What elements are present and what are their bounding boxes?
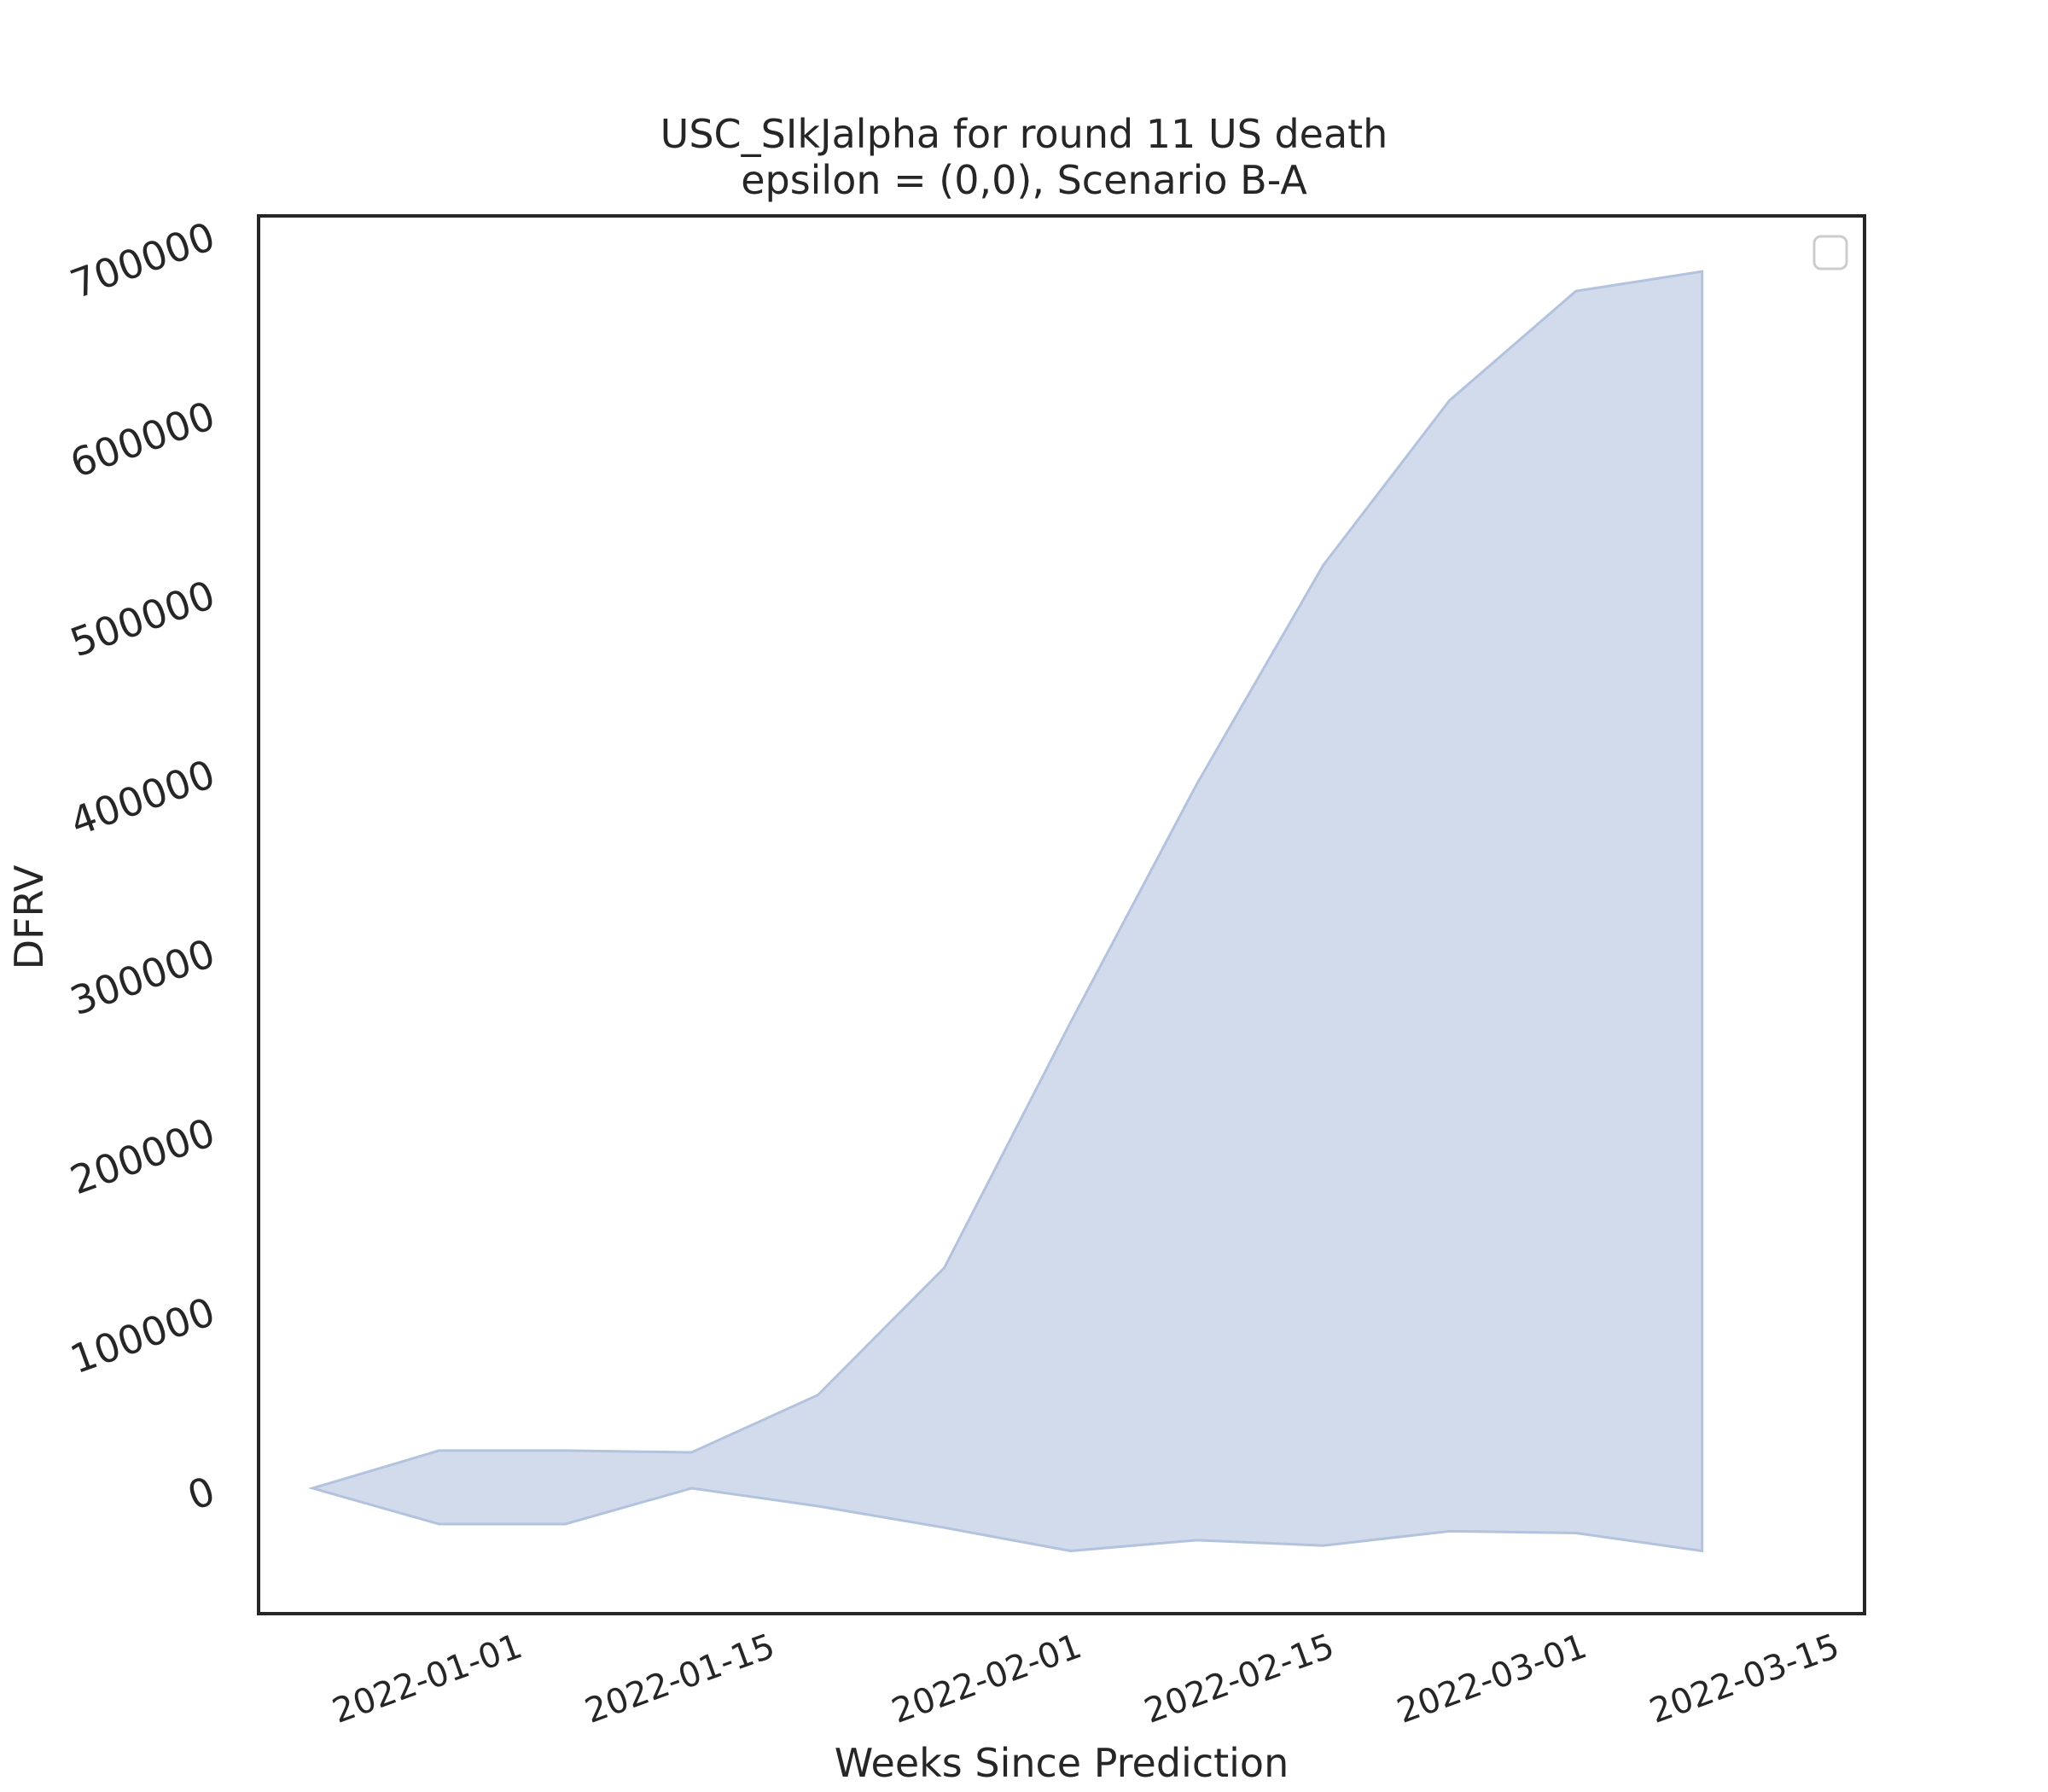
- x-tick-label: 2022-03-01: [1392, 1626, 1591, 1731]
- x-tick-label: 2022-01-01: [328, 1626, 527, 1731]
- plot-frame: [257, 214, 1866, 1615]
- x-tick-label: 2022-01-15: [580, 1626, 780, 1731]
- y-tick-label: 400000: [64, 751, 220, 846]
- chart-title: USC_SIkJalpha for round 11 US death: [660, 111, 1388, 157]
- y-axis-label: DFRV: [6, 864, 52, 969]
- chart-subtitle: epsilon = (0,0), Scenario B-A: [741, 157, 1307, 203]
- y-tick-label: 0: [182, 1468, 221, 1520]
- x-tick-label: 2022-02-01: [887, 1626, 1086, 1731]
- y-tick-label: 200000: [64, 1109, 220, 1204]
- y-tick-label: 300000: [64, 930, 220, 1025]
- uncertainty-band: [308, 270, 1704, 1553]
- x-axis-label: Weeks Since Prediction: [835, 1740, 1289, 1786]
- y-tick-label: 500000: [64, 572, 220, 666]
- x-tick-label: 2022-02-15: [1139, 1626, 1339, 1731]
- x-tick-label: 2022-03-15: [1644, 1626, 1844, 1731]
- x-tick-labels: 2022-01-01 2022-01-15 2022-02-01 2022-02-15…: [328, 1626, 1845, 1731]
- y-tick-label: 600000: [64, 393, 220, 487]
- y-tick-label: 700000: [64, 213, 220, 308]
- legend: [1812, 235, 1848, 271]
- y-tick-labels: 0 100000 200000 300000 400000 500000 600000 700…: [64, 213, 220, 1520]
- y-tick-label: 100000: [64, 1289, 220, 1383]
